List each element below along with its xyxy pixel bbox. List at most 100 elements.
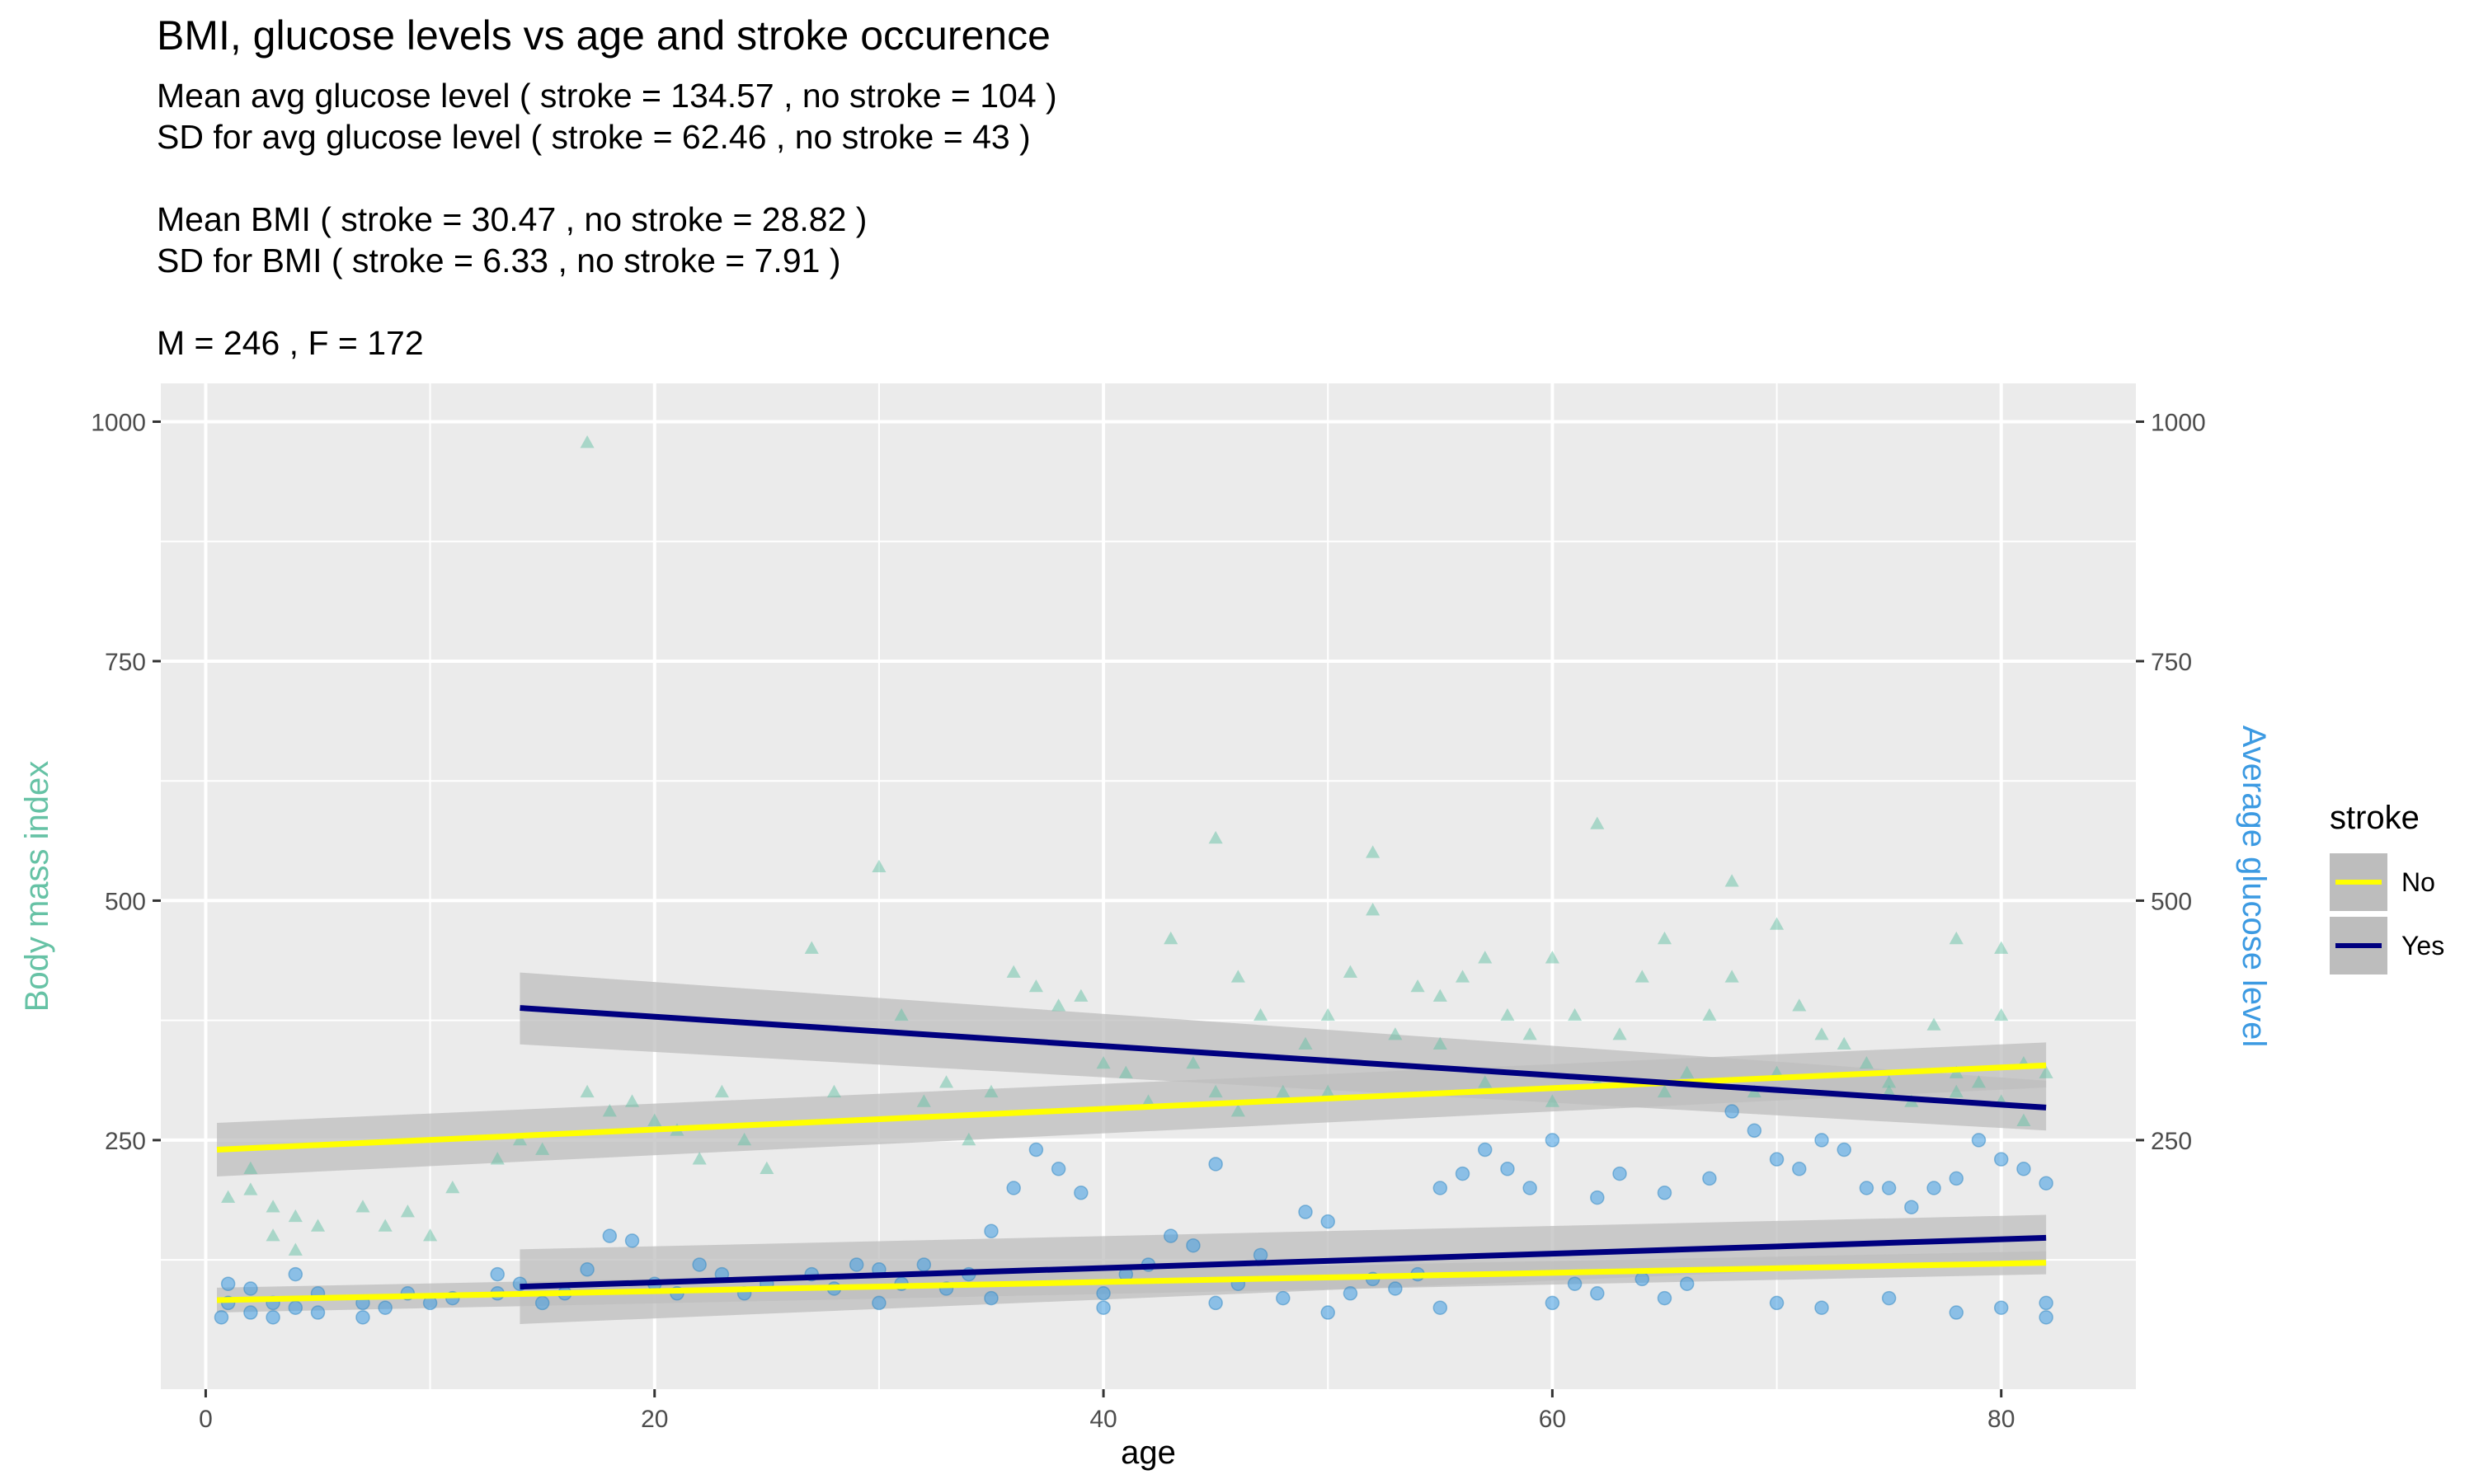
bmi-point (221, 1190, 236, 1203)
glucose-point (1837, 1142, 1851, 1158)
bmi-point (624, 1094, 640, 1107)
glucose-point (1545, 1133, 1560, 1148)
bmi-point (535, 1142, 550, 1155)
glucose-point (984, 1290, 999, 1306)
bmi-point (288, 1242, 303, 1256)
bmi-point (1814, 1027, 1829, 1040)
bmi-point (1230, 970, 1245, 983)
glucose-point (1567, 1276, 1583, 1291)
glucose-point (243, 1305, 258, 1320)
bmi-point (1769, 917, 1785, 930)
bmi-point (714, 1084, 729, 1098)
glucose-point (1455, 1166, 1470, 1181)
bmi-point (512, 1132, 528, 1146)
glucose-point (580, 1262, 595, 1277)
bmi-point (804, 941, 819, 954)
subtitle-line-5: SD for BMI ( stroke = 6.33 , no stroke =… (157, 242, 840, 279)
bmi-point (1388, 1027, 1403, 1040)
glucose-point (1074, 1186, 1089, 1200)
bmi-point (1724, 970, 1739, 983)
glucose-point (1949, 1171, 1964, 1186)
glucose-point (1881, 1181, 1897, 1195)
bmi-point (288, 1209, 303, 1223)
bmi-point (355, 1200, 370, 1213)
glucose-point (1298, 1205, 1313, 1219)
bmi-point (1590, 816, 1605, 829)
glucose-point (1208, 1295, 1223, 1311)
bmi-point (1230, 1104, 1245, 1117)
chart-title: BMI, glucose levels vs age and stroke oc… (157, 12, 1051, 59)
bmi-point (243, 1182, 258, 1195)
bmi-point (962, 1132, 976, 1146)
glucose-point (1477, 1142, 1493, 1158)
glucose-point (1590, 1286, 1605, 1301)
bmi-point (2016, 1113, 2031, 1126)
bmi-point (378, 1219, 393, 1232)
glucose-point (1634, 1271, 1649, 1287)
glucose-point (1612, 1166, 1627, 1181)
bmi-point (1926, 1017, 1941, 1031)
bmi-point (1208, 830, 1223, 844)
bmi-point (737, 1132, 752, 1146)
bmi-point (1568, 1007, 1583, 1021)
bmi-point (1118, 1065, 1133, 1078)
bmi-point (580, 1084, 595, 1098)
bmi-point (916, 1094, 931, 1107)
glucose-point (1971, 1133, 1987, 1148)
y-tick-label-right: 500 (2151, 888, 2192, 915)
bmi-point (1882, 1075, 1897, 1088)
bmi-point (1859, 1055, 1874, 1069)
x-axis-title: age (1121, 1435, 1176, 1471)
glucose-point (1051, 1162, 1066, 1176)
glucose-point (1657, 1290, 1672, 1306)
bmi-point (872, 859, 887, 873)
glucose-point (1747, 1123, 1762, 1139)
bmi-point (1724, 874, 1739, 887)
bmi-point (1320, 1084, 1335, 1098)
legend-label-no: No (2401, 867, 2435, 897)
legend-title: stroke (2330, 800, 2420, 836)
glucose-point (1702, 1171, 1717, 1186)
bmi-point (1949, 1084, 1964, 1098)
y-tick-label-left: 500 (105, 888, 146, 915)
x-tick-label: 0 (199, 1406, 213, 1433)
bmi-point (1455, 970, 1470, 983)
glucose-point (624, 1233, 640, 1248)
glucose-point (1881, 1290, 1897, 1306)
bmi-point (1074, 989, 1089, 1002)
glucose-point (243, 1281, 258, 1296)
glucose-point (288, 1300, 303, 1315)
bmi-point (1994, 941, 2009, 954)
glucose-point (355, 1310, 370, 1325)
grid-lines (161, 383, 2136, 1389)
glucose-point (1904, 1200, 1919, 1214)
x-tick-label: 20 (641, 1406, 668, 1433)
trend-line-bmi-no (216, 1062, 2047, 1153)
bmi-point (266, 1200, 280, 1213)
bmi-point (1051, 998, 1066, 1012)
bmi-point (760, 1161, 774, 1175)
bmi-point (647, 1113, 662, 1126)
bmi-point (1366, 845, 1380, 858)
bmi-point (1657, 1084, 1672, 1098)
bmi-point (400, 1205, 415, 1218)
glucose-point (1993, 1152, 2009, 1167)
bmi-point (1366, 903, 1380, 916)
bmi-point (1657, 931, 1672, 945)
bmi-point (423, 1228, 438, 1242)
bmi-point (692, 1152, 707, 1165)
glucose-point (214, 1310, 229, 1325)
bmi-point (310, 1219, 326, 1232)
axes: 0 20 40 60 80 250 250 500 500 750 750 1000 1000 (91, 409, 2206, 1433)
subtitle-line-7: M = 246 , F = 172 (157, 324, 424, 362)
bmi-point (1343, 965, 1357, 978)
bmi-point (1253, 1007, 1268, 1021)
glucose-point (2039, 1295, 2053, 1311)
bmi-point (1545, 951, 1559, 964)
glucose-point (1028, 1142, 1044, 1158)
glucose-point (1792, 1162, 1807, 1176)
glucose-point (1769, 1152, 1785, 1167)
bmi-point (445, 1181, 460, 1194)
glucose-point (1545, 1295, 1560, 1311)
x-tick-label: 40 (1089, 1406, 1117, 1433)
